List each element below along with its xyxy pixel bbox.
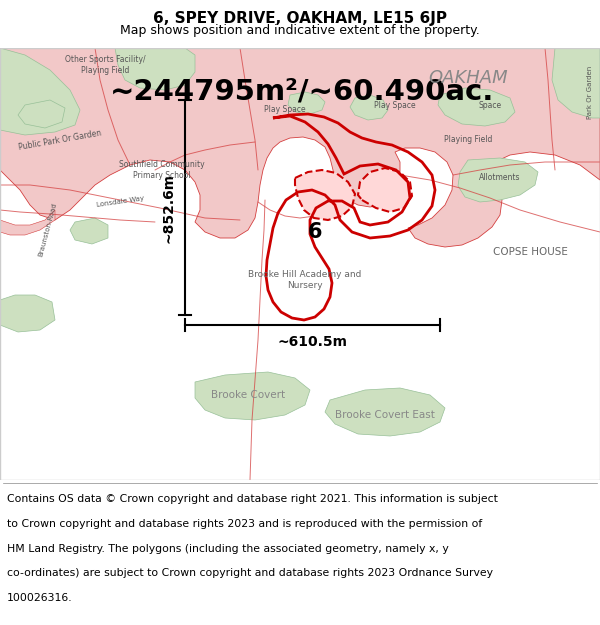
Polygon shape — [458, 158, 538, 202]
Polygon shape — [438, 88, 515, 126]
Polygon shape — [350, 95, 388, 120]
Text: Southfield Community
Primary School: Southfield Community Primary School — [119, 160, 205, 180]
Text: Other Sports Facility/
Playing Field: Other Sports Facility/ Playing Field — [65, 55, 145, 75]
Polygon shape — [70, 218, 108, 244]
Text: ~852.6m: ~852.6m — [161, 173, 175, 242]
Text: 6, SPEY DRIVE, OAKHAM, LE15 6JP: 6, SPEY DRIVE, OAKHAM, LE15 6JP — [153, 11, 447, 26]
Text: ~244795m²/~60.490ac.: ~244795m²/~60.490ac. — [110, 78, 494, 106]
Text: Park Or Garden: Park Or Garden — [587, 66, 593, 119]
Text: COPSE HOUSE: COPSE HOUSE — [493, 247, 568, 257]
Text: HM Land Registry. The polygons (including the associated geometry, namely x, y: HM Land Registry. The polygons (includin… — [7, 544, 449, 554]
Polygon shape — [195, 372, 310, 420]
Text: OAKHAM: OAKHAM — [428, 69, 508, 87]
Text: Space: Space — [478, 101, 502, 109]
Polygon shape — [325, 388, 445, 436]
Polygon shape — [18, 100, 65, 128]
Polygon shape — [552, 48, 600, 118]
Text: Play Space: Play Space — [374, 101, 416, 109]
Text: 100026316.: 100026316. — [7, 593, 73, 603]
Text: Public Park Or Garden: Public Park Or Garden — [18, 128, 102, 152]
Polygon shape — [295, 170, 355, 220]
Text: Brooke Covert East: Brooke Covert East — [335, 410, 435, 420]
Text: Brooke Hill Academy and
Nursery: Brooke Hill Academy and Nursery — [248, 270, 362, 290]
Text: ~610.5m: ~610.5m — [277, 335, 347, 349]
Text: Lonsdale Way: Lonsdale Way — [96, 196, 144, 208]
Polygon shape — [358, 168, 412, 212]
Text: Playing Field: Playing Field — [444, 136, 492, 144]
Text: Contains OS data © Crown copyright and database right 2021. This information is : Contains OS data © Crown copyright and d… — [7, 494, 498, 504]
Polygon shape — [0, 295, 55, 332]
Text: Brooke Covert: Brooke Covert — [211, 390, 285, 400]
Text: Allotments: Allotments — [479, 174, 521, 182]
Text: Braunston-Road: Braunston-Road — [38, 202, 58, 258]
Text: Map shows position and indicative extent of the property.: Map shows position and indicative extent… — [120, 24, 480, 38]
Text: Play Space: Play Space — [264, 106, 306, 114]
Polygon shape — [115, 48, 195, 90]
Polygon shape — [288, 92, 325, 114]
Polygon shape — [0, 48, 80, 135]
Text: 6: 6 — [308, 222, 322, 242]
Polygon shape — [0, 170, 55, 235]
Text: co-ordinates) are subject to Crown copyright and database rights 2023 Ordnance S: co-ordinates) are subject to Crown copyr… — [7, 569, 493, 579]
Polygon shape — [0, 48, 600, 247]
Text: to Crown copyright and database rights 2023 and is reproduced with the permissio: to Crown copyright and database rights 2… — [7, 519, 482, 529]
